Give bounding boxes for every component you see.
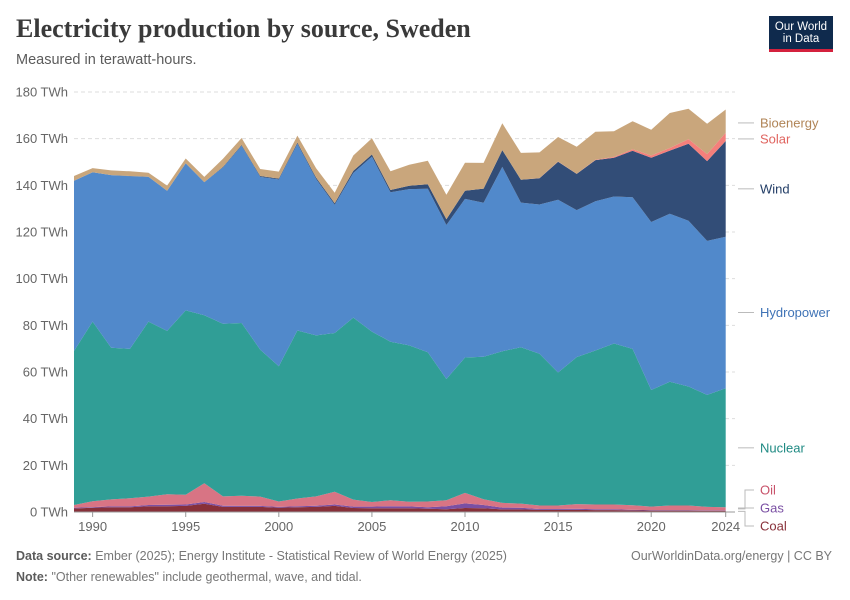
x-tick-label: 1990 xyxy=(78,519,107,534)
chart-subtitle: Measured in terawatt-hours. xyxy=(16,52,197,68)
legend-label-oil[interactable]: Oil xyxy=(760,483,776,498)
area-hydropower[interactable] xyxy=(74,143,726,395)
legend-label-solar[interactable]: Solar xyxy=(760,131,791,146)
note-text: "Other renewables" include geothermal, w… xyxy=(51,570,362,584)
areas xyxy=(74,108,726,512)
x-tick-label: 2020 xyxy=(637,519,666,534)
legend-label-hydropower[interactable]: Hydropower xyxy=(760,305,831,320)
logo-line-2: in Data xyxy=(782,33,820,45)
y-tick-label: 120 TWh xyxy=(15,225,68,240)
owid-logo[interactable]: Our World in Data xyxy=(769,16,833,52)
legend-connector xyxy=(738,489,754,510)
y-tick-label: 140 TWh xyxy=(15,178,68,193)
legend-connector xyxy=(738,510,754,527)
y-tick-label: 80 TWh xyxy=(23,318,68,333)
x-tick-label: 2015 xyxy=(544,519,573,534)
legend-label-gas[interactable]: Gas xyxy=(760,501,784,516)
legend-label-wind[interactable]: Wind xyxy=(760,181,790,196)
data-source-text[interactable]: Ember (2025); Energy Institute - Statist… xyxy=(95,549,507,563)
y-tick-label: 60 TWh xyxy=(23,365,68,380)
data-source: Data source: Ember (2025); Energy Instit… xyxy=(16,549,507,563)
note-label: Note: xyxy=(16,570,48,584)
legend-label-nuclear[interactable]: Nuclear xyxy=(760,440,805,455)
x-tick-label: 2000 xyxy=(264,519,293,534)
credit-link[interactable]: OurWorldinData.org/energy | CC BY xyxy=(630,549,832,563)
x-tick-label: 1995 xyxy=(171,519,200,534)
x-tick-label: 2024 xyxy=(711,519,740,534)
legend-label-bioenergy[interactable]: Bioenergy xyxy=(760,115,819,130)
x-tick-label: 2005 xyxy=(357,519,386,534)
area-nuclear[interactable] xyxy=(74,310,726,508)
chart-note: Note: "Other renewables" include geother… xyxy=(16,570,362,584)
legend-label-coal[interactable]: Coal xyxy=(760,519,787,534)
y-tick-label: 0 TWh xyxy=(30,505,68,520)
y-tick-label: 160 TWh xyxy=(15,131,68,146)
data-source-label: Data source: xyxy=(16,549,92,563)
y-tick-label: 20 TWh xyxy=(23,458,68,473)
area-coal[interactable] xyxy=(74,503,726,512)
area-wind[interactable] xyxy=(74,141,726,241)
y-tick-label: 180 TWh xyxy=(15,85,68,100)
chart-title: Electricity production by source, Sweden xyxy=(16,14,471,43)
y-tick-label: 100 TWh xyxy=(15,271,68,286)
logo-line-1: Our World xyxy=(774,21,828,33)
area-oil[interactable] xyxy=(74,483,726,511)
x-tick-label: 2010 xyxy=(451,519,480,534)
y-tick-label: 40 TWh xyxy=(23,411,68,426)
legend: Coal Gas Oil Nuclear Hydropower Wind SolarBioe… xyxy=(738,115,831,534)
area-gas[interactable] xyxy=(74,502,726,511)
axes: 0 TWh 20 TWh 40 TWh 60 TWh 80 TWh 100 TWh 120 … xyxy=(15,85,740,535)
